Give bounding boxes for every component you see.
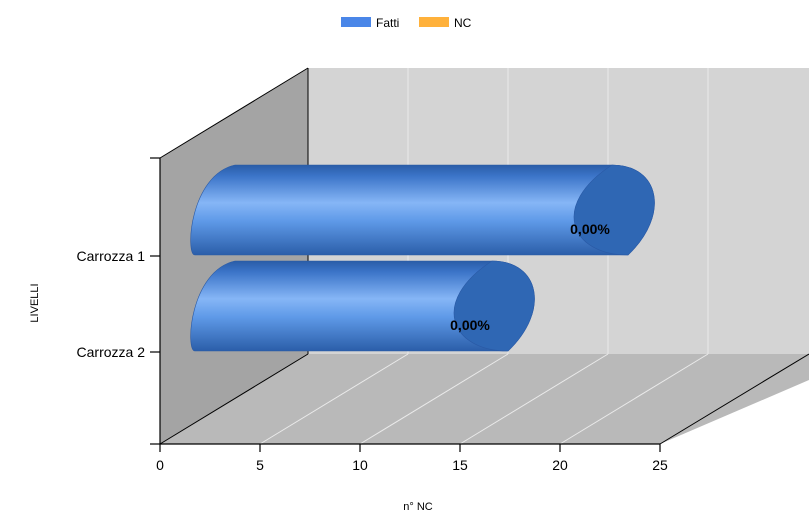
legend-label-fatti: Fatti bbox=[376, 16, 399, 30]
x-tick-label: 10 bbox=[352, 457, 368, 473]
y-tick-label-carrozza-2: Carrozza 2 bbox=[77, 344, 146, 360]
plot-area bbox=[159, 67, 809, 445]
bar-data-label: 0,00% bbox=[450, 317, 490, 333]
top-left-edge bbox=[159, 67, 309, 159]
x-axis-title: n° NC bbox=[403, 501, 433, 512]
legend-swatch-fatti bbox=[341, 17, 371, 27]
x-axis: n° NC 0 5 10 15 20 25 bbox=[156, 444, 668, 512]
legend-label-nc: NC bbox=[454, 16, 472, 30]
bar-end-cap bbox=[573, 164, 655, 256]
y-tick-label-carrozza-1: Carrozza 1 bbox=[77, 248, 146, 264]
legend-swatch-nc bbox=[419, 17, 449, 27]
floor-right-edge bbox=[659, 353, 809, 445]
y-axis-title: LIVELLI bbox=[29, 283, 41, 322]
x-tick-label: 15 bbox=[452, 457, 468, 473]
legend: Fatti NC bbox=[341, 16, 472, 30]
y-axis: Carrozza 1 Carrozza 2 LIVELLI bbox=[29, 157, 160, 445]
bar-data-label: 0,00% bbox=[570, 221, 610, 237]
grid-floor-line bbox=[259, 353, 409, 445]
grid-floor-line bbox=[359, 353, 509, 445]
grid-floor-line bbox=[459, 353, 609, 445]
floor-left-edge bbox=[159, 353, 309, 445]
bars: 0,00% 0,00% bbox=[190, 164, 655, 352]
x-tick-label: 25 bbox=[652, 457, 668, 473]
bar-end-cap bbox=[453, 260, 535, 352]
grid-floor-line bbox=[559, 353, 709, 445]
x-tick-label: 0 bbox=[156, 457, 164, 473]
floor bbox=[160, 354, 809, 444]
x-tick-label: 20 bbox=[552, 457, 568, 473]
x-tick-label: 5 bbox=[256, 457, 264, 473]
